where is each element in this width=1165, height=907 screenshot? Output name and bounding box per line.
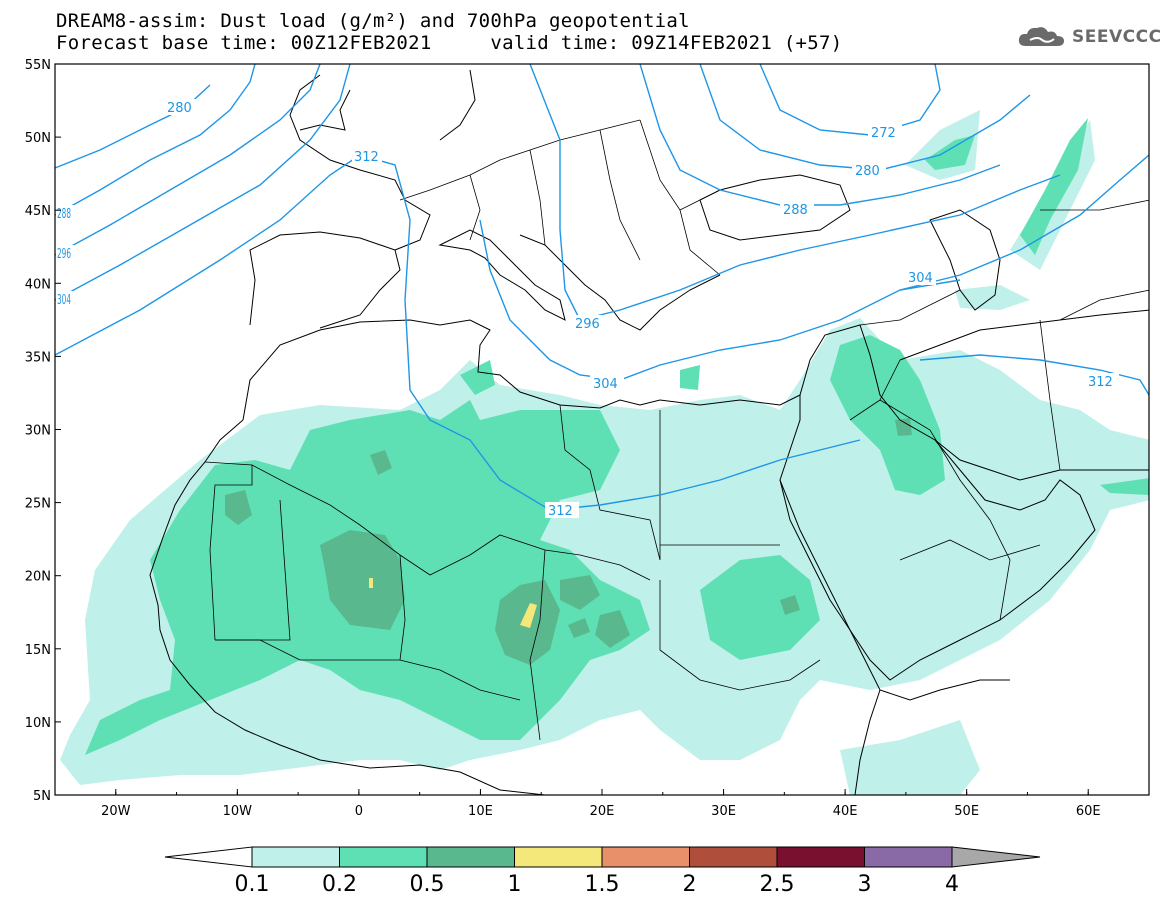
lat-tick-label: 5N bbox=[33, 789, 51, 804]
contour-label: 304 bbox=[57, 293, 71, 308]
colorbar-swatch bbox=[776, 846, 865, 868]
coastlines bbox=[149, 69, 1149, 795]
coast-levant-arabia bbox=[779, 324, 1096, 681]
contour-label: 280 bbox=[855, 164, 880, 179]
colorbar-swatch bbox=[339, 846, 428, 868]
contour-label: 304 bbox=[908, 271, 933, 286]
contour-label: 288 bbox=[57, 207, 71, 222]
borders bbox=[204, 119, 1149, 741]
coast-north-africa bbox=[242, 319, 801, 421]
contour-label: 312 bbox=[1088, 375, 1113, 390]
lon-tick-label: 10E bbox=[468, 804, 493, 819]
lat-tick-label: 55N bbox=[25, 58, 51, 73]
colorbar-label: 1 bbox=[508, 872, 522, 897]
lat-tick-label: 25N bbox=[25, 497, 51, 512]
lat-tick-label: 40N bbox=[25, 277, 51, 292]
colorbar-label: 1.5 bbox=[585, 872, 620, 897]
contour-272-east bbox=[759, 64, 941, 136]
coast-red-sea-east-africa bbox=[779, 479, 1010, 795]
contour-label: 312 bbox=[548, 504, 573, 519]
colorbar: 0.1 0.2 0.5 1 1.5 2 2.5 3 4 bbox=[164, 846, 1041, 897]
lat-tick-label: 50N bbox=[25, 131, 51, 146]
contour-label: 280 bbox=[167, 101, 192, 116]
lat-tick-label: 45N bbox=[25, 204, 51, 219]
contour-label: 296 bbox=[57, 247, 71, 262]
lon-tick-label: 20E bbox=[590, 804, 615, 819]
colorbar-swatch bbox=[601, 846, 690, 868]
colorbar-swatch bbox=[864, 846, 953, 868]
longitude-axis: 20W 10W 0 10E 20E 30E 40E 50E 60E bbox=[54, 789, 1150, 819]
coast-iberia bbox=[249, 231, 401, 329]
lon-tick-label: 50E bbox=[954, 804, 979, 819]
colorbar-label: 0.2 bbox=[322, 872, 357, 897]
contour-304-east bbox=[899, 154, 1149, 291]
border-mali-algeria bbox=[251, 464, 651, 581]
contour-280-east bbox=[699, 64, 1031, 171]
coast-persian-gulf-iran bbox=[899, 309, 1149, 481]
lon-tick-label: 20W bbox=[101, 804, 131, 819]
colorbar-label: 4 bbox=[945, 872, 959, 897]
lat-tick-label: 10N bbox=[25, 716, 51, 731]
border-middle-east bbox=[859, 199, 1149, 471]
cloud-icon bbox=[1018, 27, 1064, 46]
lat-tick-label: 35N bbox=[25, 350, 51, 365]
lon-tick-label: 10W bbox=[223, 804, 253, 819]
map-title: DREAM8-assim: Dust load (g/m²) and 700hP… bbox=[56, 10, 843, 54]
contour-288-west bbox=[55, 64, 256, 216]
colorbar-label: 2 bbox=[683, 872, 697, 897]
colorbar-swatch bbox=[426, 846, 515, 868]
contour-296-central bbox=[529, 64, 1061, 321]
latitude-axis: 55N 50N 45N 40N 35N 30N 25N 20N 15N 10N 5N bbox=[25, 58, 61, 804]
logo-text: SEEVCCC bbox=[1072, 27, 1162, 47]
lon-tick-label: 30E bbox=[711, 804, 736, 819]
contour-label: 296 bbox=[575, 317, 600, 332]
border-europe bbox=[399, 119, 721, 276]
contour-296-west bbox=[55, 64, 321, 256]
coast-black-sea bbox=[699, 174, 851, 241]
border-sudan bbox=[659, 580, 821, 691]
lon-tick-label: 60E bbox=[1076, 804, 1101, 819]
colorbar-under-triangle bbox=[164, 846, 253, 868]
lat-tick-label: 15N bbox=[25, 643, 51, 658]
colorbar-label: 2.5 bbox=[760, 872, 795, 897]
colorbar-swatch bbox=[689, 846, 778, 868]
coast-balkans-greece bbox=[519, 234, 721, 331]
colorbar-over-triangle bbox=[951, 846, 1041, 868]
border-libya-egypt bbox=[559, 404, 780, 561]
contour-label: 312 bbox=[354, 150, 379, 165]
contour-312-east bbox=[919, 354, 1149, 396]
coast-italy bbox=[438, 229, 566, 321]
contour-label: 288 bbox=[783, 203, 808, 218]
colorbar-label: 0.1 bbox=[235, 872, 270, 897]
coast-west-africa bbox=[149, 419, 546, 795]
border-niger-chad bbox=[399, 549, 546, 741]
dust-level-peak bbox=[369, 578, 537, 628]
title-line-1: DREAM8-assim: Dust load (g/m²) and 700hP… bbox=[56, 10, 690, 32]
contour-280-west bbox=[55, 84, 211, 169]
lat-tick-label: 20N bbox=[25, 570, 51, 585]
colorbar-label: 3 bbox=[858, 872, 872, 897]
contour-312-west bbox=[55, 154, 861, 511]
title-line-2: Forecast base time: 00Z12FEB2021 valid t… bbox=[56, 32, 843, 54]
contour-label: 304 bbox=[593, 377, 618, 392]
lat-tick-label: 30N bbox=[25, 424, 51, 439]
coast-france-uk bbox=[289, 69, 476, 251]
coast-caspian bbox=[929, 209, 1001, 311]
contour-labels: 280 288 296 304 312 272 280 288 296 304 … bbox=[56, 99, 1119, 519]
border-sahel bbox=[215, 639, 521, 701]
contour-304-west bbox=[55, 64, 351, 301]
dust-load-field bbox=[60, 110, 1149, 795]
colorbar-swatch bbox=[514, 846, 603, 868]
contour-label: 272 bbox=[871, 126, 896, 141]
seevccc-logo: SEEVCCC bbox=[1016, 24, 1162, 50]
contour-304-central bbox=[479, 219, 961, 381]
lon-tick-label: 40E bbox=[833, 804, 858, 819]
colorbar-swatch bbox=[251, 846, 340, 868]
colorbar-label: 0.5 bbox=[410, 872, 445, 897]
lon-tick-label: 0 bbox=[355, 804, 363, 819]
